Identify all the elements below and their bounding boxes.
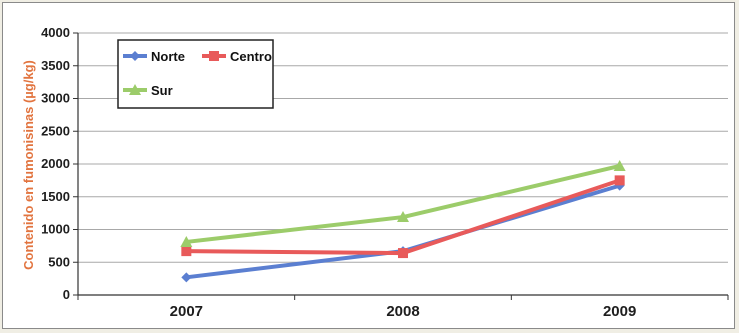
- y-tick-label: 3500: [41, 58, 70, 73]
- y-tick-label: 4000: [41, 25, 70, 40]
- y-tick-label: 0: [63, 287, 70, 302]
- data-point-centro: [615, 175, 625, 185]
- data-point-norte: [181, 272, 191, 282]
- x-tick-label: 2008: [386, 303, 419, 320]
- y-tick-label: 1500: [41, 189, 70, 204]
- legend-label-norte: Norte: [151, 49, 185, 64]
- y-axis-title: Contenido en fumonisinas (µg/kg): [21, 60, 36, 270]
- y-tick-label: 3000: [41, 91, 70, 106]
- y-tick-label: 2000: [41, 156, 70, 171]
- legend-label-centro: Centro: [230, 49, 272, 64]
- legend-marker-centro: [209, 51, 219, 61]
- y-tick-label: 1000: [41, 222, 70, 237]
- x-tick-label: 2009: [603, 303, 636, 320]
- data-point-centro: [398, 248, 408, 258]
- y-tick-label: 500: [48, 254, 70, 269]
- series-lines: [180, 160, 625, 282]
- x-tick-label: 2007: [170, 303, 203, 320]
- data-point-centro: [181, 246, 191, 256]
- y-axis-ticks: 0 500 1000 1500 2000 2500 3000 3500 4000: [41, 25, 78, 302]
- legend-label-sur: Sur: [151, 83, 173, 98]
- series-line-norte: [186, 186, 619, 278]
- x-axis-ticks: 2007 2008 2009: [78, 295, 728, 320]
- legend: Norte Centro Sur: [118, 40, 273, 108]
- y-tick-label: 2500: [41, 123, 70, 138]
